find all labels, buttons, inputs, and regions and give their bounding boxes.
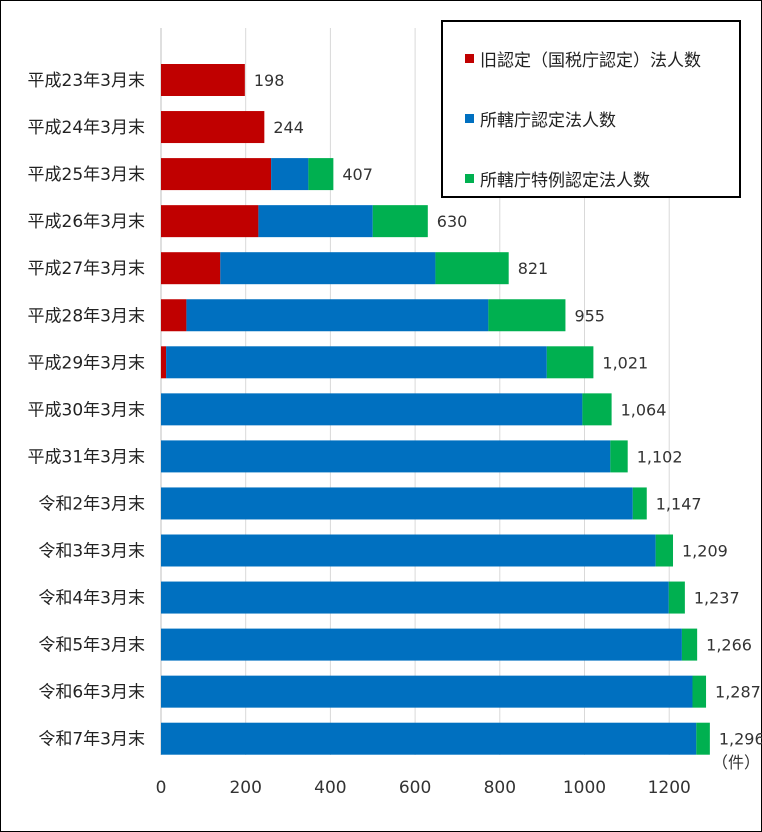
data-label-total-14: 1,296 — [719, 730, 762, 749]
bar-authority-certified-12 — [161, 628, 682, 661]
bar-old-certified-2 — [161, 158, 272, 191]
legend-swatch-old-certified — [465, 53, 474, 63]
bar-authority-certified-8 — [161, 440, 611, 473]
data-label-total-3: 630 — [437, 212, 468, 231]
bar-old-certified-0 — [161, 64, 245, 96]
bar-authority-special-11 — [668, 581, 685, 614]
bar-old-certified-4 — [161, 252, 221, 285]
legend-label-old-certified: 旧認定（国税庁認定）法人数 — [480, 50, 701, 71]
data-label-total-13: 1,287 — [715, 683, 761, 702]
bar-authority-certified-3 — [258, 205, 373, 238]
x-tick-label-1200: 1200 — [648, 778, 691, 798]
bar-authority-certified-11 — [161, 581, 669, 614]
x-tick-label-0: 0 — [156, 778, 167, 798]
legend-label-authority-certified: 所轄庁認定法人数 — [480, 110, 616, 131]
bar-old-certified-6 — [161, 346, 167, 379]
y-tick-label-1: 平成24年3月末 — [28, 118, 145, 138]
y-tick-label-3: 平成26年3月末 — [28, 212, 145, 232]
bar-authority-certified-5 — [186, 299, 489, 332]
legend-item-authority-certified: 所轄庁認定法人数 — [465, 106, 616, 131]
chart-legend: 旧認定（国税庁認定）法人数 所轄庁認定法人数 所轄庁特例認定法人数 — [441, 20, 741, 198]
legend-swatch-authority-special — [465, 173, 474, 183]
bar-authority-certified-7 — [161, 393, 583, 426]
unit-label: （件） — [712, 753, 760, 772]
data-label-total-1: 244 — [273, 118, 304, 137]
legend-item-authority-special: 所轄庁特例認定法人数 — [465, 166, 650, 191]
data-label-total-8: 1,102 — [637, 447, 683, 466]
y-tick-label-2: 平成25年3月末 — [28, 165, 145, 185]
bar-authority-special-4 — [435, 252, 509, 285]
legend-label-authority-special: 所轄庁特例認定法人数 — [480, 170, 650, 191]
bar-authority-special-6 — [546, 346, 594, 379]
bar-authority-special-8 — [610, 440, 628, 473]
y-tick-label-4: 平成27年3月末 — [28, 259, 145, 279]
y-tick-label-11: 令和4年3月末 — [38, 589, 145, 609]
data-label-total-6: 1,021 — [602, 353, 648, 372]
y-tick-label-9: 令和2年3月末 — [38, 494, 145, 514]
data-label-total-9: 1,147 — [656, 494, 702, 513]
bar-old-certified-1 — [161, 111, 265, 144]
y-tick-label-14: 令和7年3月末 — [38, 730, 145, 750]
y-tick-label-10: 令和3年3月末 — [38, 542, 145, 562]
bar-authority-certified-6 — [166, 346, 547, 379]
bar-authority-special-9 — [632, 487, 647, 520]
data-label-total-10: 1,209 — [682, 542, 728, 561]
bar-authority-special-5 — [488, 299, 566, 332]
bar-authority-certified-9 — [161, 487, 633, 520]
bar-authority-certified-2 — [271, 158, 309, 191]
legend-swatch-authority-certified — [465, 113, 474, 123]
data-label-total-2: 407 — [342, 165, 373, 184]
bar-old-certified-3 — [161, 205, 259, 238]
y-tick-label-5: 平成28年3月末 — [28, 306, 145, 326]
bar-authority-special-14 — [696, 722, 710, 755]
y-tick-label-8: 平成31年3月末 — [28, 447, 145, 467]
x-tick-label-200: 200 — [229, 778, 261, 798]
bar-authority-special-2 — [308, 158, 334, 191]
x-tick-label-600: 600 — [399, 778, 431, 798]
bar-authority-special-12 — [681, 628, 698, 661]
y-tick-label-0: 平成23年3月末 — [28, 71, 145, 91]
bar-authority-special-10 — [655, 534, 674, 567]
bar-authority-certified-13 — [161, 675, 693, 708]
bar-authority-special-13 — [692, 675, 707, 708]
bar-authority-certified-10 — [161, 534, 656, 567]
legend-item-old-certified: 旧認定（国税庁認定）法人数 — [465, 46, 701, 71]
y-tick-label-12: 令和5年3月末 — [38, 636, 145, 656]
data-label-total-5: 955 — [574, 306, 605, 325]
bar-old-certified-5 — [161, 299, 187, 332]
bar-authority-special-7 — [582, 393, 612, 426]
y-tick-label-13: 令和6年3月末 — [38, 683, 145, 703]
data-label-total-7: 1,064 — [621, 400, 667, 419]
bar-authority-special-3 — [372, 205, 428, 238]
bar-authority-certified-14 — [161, 722, 697, 755]
data-label-total-11: 1,237 — [694, 589, 740, 608]
y-tick-label-6: 平成29年3月末 — [28, 353, 145, 373]
x-tick-label-1000: 1000 — [563, 778, 606, 798]
bar-authority-certified-4 — [220, 252, 436, 285]
x-tick-label-400: 400 — [314, 778, 346, 798]
y-tick-label-7: 平成30年3月末 — [28, 400, 145, 420]
x-tick-label-800: 800 — [484, 778, 516, 798]
data-label-total-4: 821 — [518, 259, 549, 278]
data-label-total-0: 198 — [254, 71, 285, 90]
data-label-total-12: 1,266 — [706, 636, 752, 655]
